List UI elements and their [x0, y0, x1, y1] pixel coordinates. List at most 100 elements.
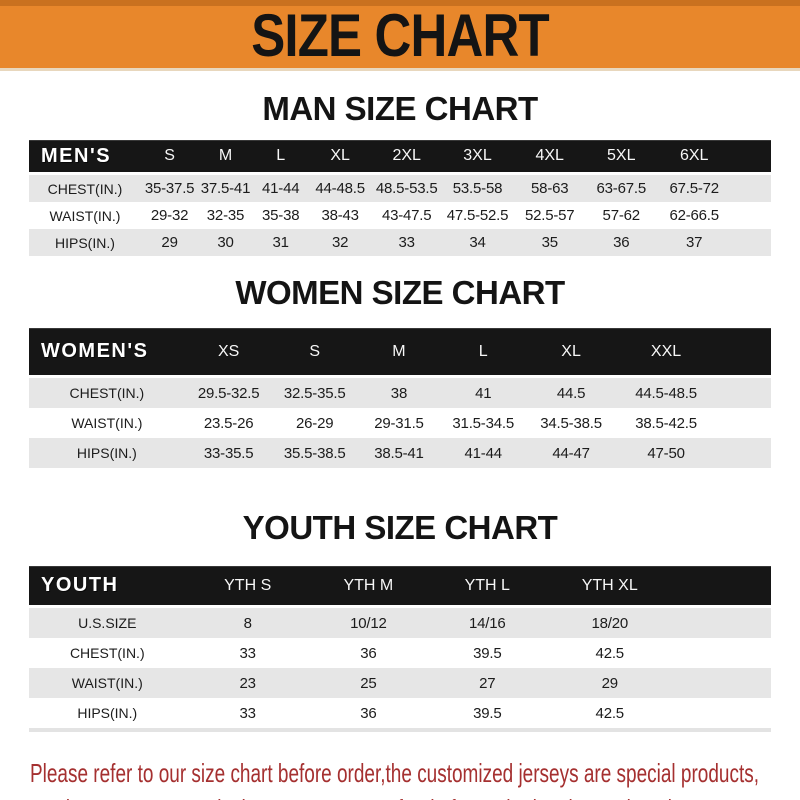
- table-row: WAIST(IN.) 23 25 27 29: [29, 668, 771, 698]
- column-header: M: [356, 328, 442, 378]
- size-value-cell: 29-32: [140, 202, 199, 229]
- size-chart-body: MAN SIZE CHART MEN'S S M L XL 2XL 3XL 4XL 5XL 6XL…: [0, 92, 800, 800]
- row-label: HIPS(IN.): [29, 438, 185, 468]
- column-header: 2XL: [371, 140, 442, 175]
- filler-cell: [732, 229, 771, 256]
- column-header: XL: [525, 328, 617, 378]
- size-value-cell: 43-47.5: [371, 202, 442, 229]
- man-section-heading: MAN SIZE CHART: [262, 90, 538, 127]
- women-size-section: WOMEN SIZE CHART WOMEN'S XS S M L XL XXL CHEST(…: [0, 276, 800, 468]
- column-header: YTH L: [426, 566, 548, 608]
- size-value-cell: 58-63: [513, 175, 587, 202]
- table-row: HIPS(IN.) 29 30 31 32 33 34 35 36 37: [29, 229, 771, 256]
- youth-size-section: YOUTH SIZE CHART YOUTH YTH S YTH M YTH L YTH…: [0, 511, 800, 732]
- women-size-table: WOMEN'S XS S M L XL XXL CHEST(IN.) 29.5-32.5 32.5…: [29, 328, 771, 468]
- size-value-cell: 35-38: [252, 202, 309, 229]
- size-value-cell: 44.5: [525, 378, 617, 408]
- disclaimer-line-2: we don't accept cancel, change, teturn o…: [30, 791, 775, 800]
- size-value-cell: 36: [309, 638, 427, 668]
- size-value-cell: 62-66.5: [656, 202, 733, 229]
- youth-section-heading: YOUTH SIZE CHART: [242, 509, 558, 546]
- row-label: CHEST(IN.): [29, 175, 141, 202]
- size-value-cell: 47-50: [616, 438, 716, 468]
- size-value-cell: 37: [656, 229, 733, 256]
- table-row: U.S.SIZE 8 10/12 14/16 18/20: [29, 608, 771, 638]
- banner-title: SIZE CHART: [251, 2, 549, 69]
- column-header: S: [140, 140, 199, 175]
- size-value-cell: 38-43: [308, 202, 372, 229]
- size-value-cell: 25: [309, 668, 427, 698]
- size-value-cell: 39.5: [426, 638, 548, 668]
- table-row: CHEST(IN.) 33 36 39.5 42.5: [29, 638, 771, 668]
- size-value-cell: 47.5-52.5: [441, 202, 514, 229]
- size-value-cell: 52.5-57: [513, 202, 587, 229]
- table-row: HIPS(IN.) 33-35.5 35.5-38.5 38.5-41 41-44 44-…: [29, 438, 771, 468]
- size-value-cell: 23: [185, 668, 310, 698]
- row-label: WAIST(IN.): [29, 408, 185, 438]
- size-value-cell: 41: [441, 378, 526, 408]
- size-value-cell: 8: [185, 608, 310, 638]
- size-value-cell: 27: [426, 668, 548, 698]
- column-header: S: [272, 328, 357, 378]
- size-value-cell: 33: [185, 638, 310, 668]
- size-value-cell: 32-35: [198, 202, 253, 229]
- column-header: 5XL: [586, 140, 657, 175]
- size-value-cell: 23.5-26: [184, 408, 273, 438]
- table-corner-label: YOUTH: [29, 566, 186, 608]
- size-value-cell: 29: [140, 229, 199, 256]
- size-chart-banner: SIZE CHART: [0, 0, 800, 71]
- size-value-cell: 36: [309, 698, 427, 728]
- size-value-cell: 26-29: [272, 408, 357, 438]
- size-value-cell: 42.5: [547, 638, 672, 668]
- table-row: WAIST(IN.) 29-32 32-35 35-38 38-43 43-47.5 47.…: [29, 202, 771, 229]
- table-corner-label: MEN'S: [29, 140, 141, 175]
- size-value-cell: 63-67.5: [586, 175, 657, 202]
- size-value-cell: 34: [441, 229, 514, 256]
- column-header: L: [252, 140, 309, 175]
- row-label: CHEST(IN.): [29, 378, 185, 408]
- filler-cell: [671, 638, 771, 668]
- size-value-cell: 35: [513, 229, 587, 256]
- size-value-cell: 53.5-58: [441, 175, 514, 202]
- filler-cell: [732, 140, 771, 175]
- filler-cell: [715, 438, 771, 468]
- table-header-row: WOMEN'S XS S M L XL XXL: [29, 328, 771, 378]
- table-corner-label: WOMEN'S: [29, 328, 185, 378]
- size-value-cell: 10/12: [309, 608, 427, 638]
- size-value-cell: 57-62: [586, 202, 657, 229]
- size-value-cell: 35-37.5: [140, 175, 199, 202]
- filler-cell: [671, 566, 771, 608]
- size-value-cell: 36: [586, 229, 657, 256]
- size-value-cell: 29: [547, 668, 672, 698]
- size-value-cell: 33-35.5: [184, 438, 273, 468]
- filler-cell: [671, 668, 771, 698]
- filler-cell: [671, 608, 771, 638]
- size-value-cell: 39.5: [426, 698, 548, 728]
- filler-cell: [715, 408, 771, 438]
- size-value-cell: 29-31.5: [356, 408, 442, 438]
- column-header: L: [441, 328, 526, 378]
- man-size-section: MAN SIZE CHART MEN'S S M L XL 2XL 3XL 4XL 5XL 6XL…: [0, 92, 800, 256]
- row-label: CHEST(IN.): [29, 638, 186, 668]
- size-value-cell: 42.5: [547, 698, 672, 728]
- filler-cell: [732, 202, 771, 229]
- size-value-cell: 33: [185, 698, 310, 728]
- table-row: CHEST(IN.) 29.5-32.5 32.5-35.5 38 41 44.5 44.5…: [29, 378, 771, 408]
- row-label: U.S.SIZE: [29, 608, 186, 638]
- column-header: YTH XL: [547, 566, 672, 608]
- size-value-cell: 38.5-41: [356, 438, 442, 468]
- men-size-table: MEN'S S M L XL 2XL 3XL 4XL 5XL 6XL CHEST(IN.) 35-37…: [29, 140, 771, 256]
- row-label: HIPS(IN.): [29, 698, 186, 728]
- column-header: 4XL: [513, 140, 587, 175]
- size-value-cell: 33: [371, 229, 442, 256]
- size-value-cell: 38: [356, 378, 442, 408]
- column-header: 6XL: [656, 140, 733, 175]
- size-value-cell: 30: [198, 229, 253, 256]
- size-value-cell: 67.5-72: [656, 175, 733, 202]
- size-value-cell: 37.5-41: [198, 175, 253, 202]
- size-value-cell: 41-44: [441, 438, 526, 468]
- column-header: XS: [184, 328, 273, 378]
- size-value-cell: 29.5-32.5: [184, 378, 273, 408]
- size-value-cell: 18/20: [547, 608, 672, 638]
- size-value-cell: 34.5-38.5: [525, 408, 617, 438]
